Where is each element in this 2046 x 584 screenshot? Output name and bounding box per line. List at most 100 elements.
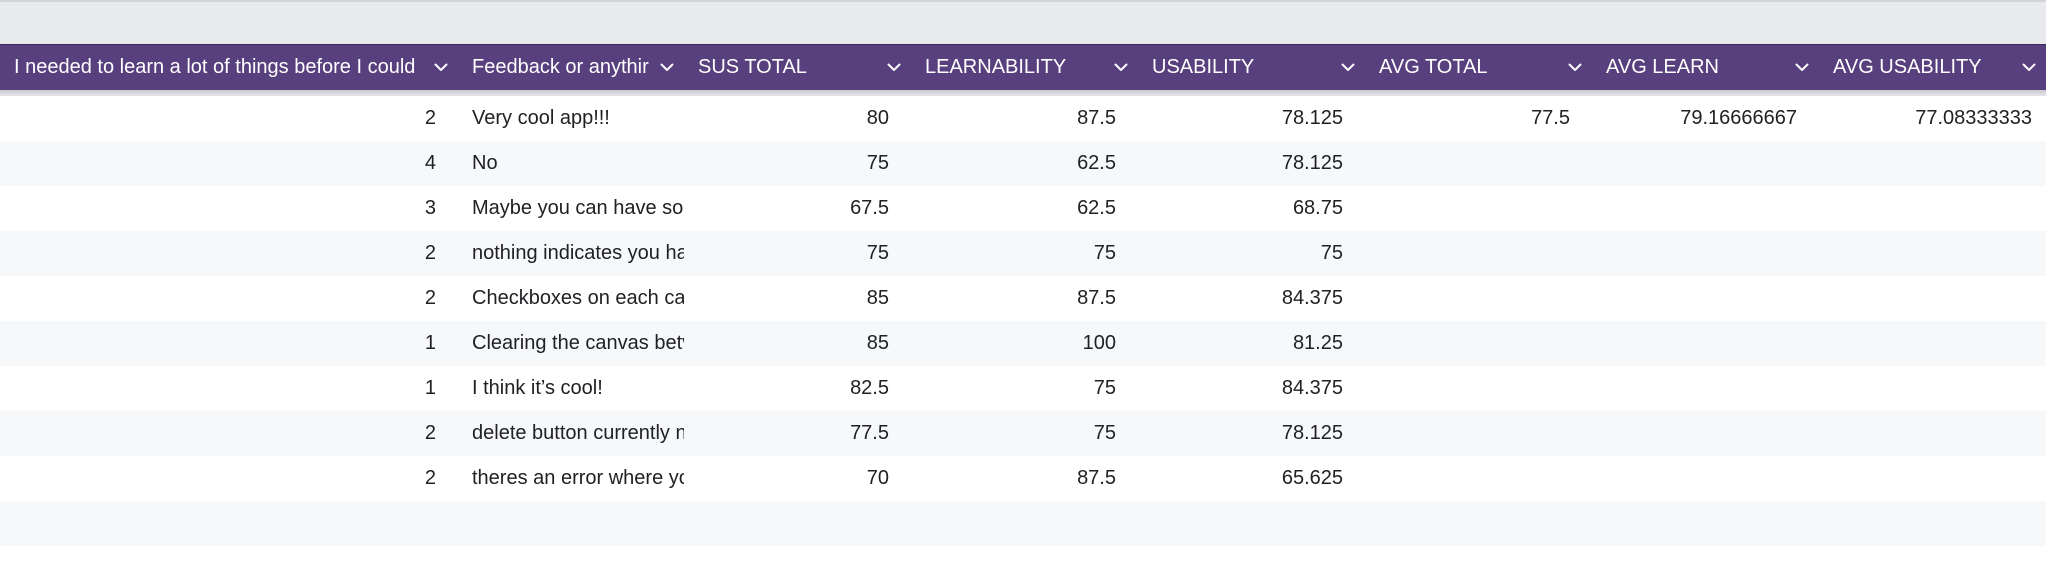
- cell-learn-a-lot[interactable]: 2: [0, 276, 458, 321]
- cell-avg-total[interactable]: [1365, 366, 1592, 411]
- cell-avg-learn[interactable]: [1592, 276, 1819, 321]
- cell-feedback[interactable]: Very cool app!!!: [458, 96, 684, 141]
- cell-sus-total[interactable]: 75: [684, 231, 911, 276]
- cell-learn-a-lot[interactable]: 1: [0, 366, 458, 411]
- column-header-learnability[interactable]: LEARNABILITY: [911, 45, 1138, 90]
- cell-learn-a-lot[interactable]: 2: [0, 456, 458, 501]
- cell-value: Checkboxes on each car: [472, 287, 684, 309]
- cell-learnability[interactable]: 87.5: [911, 456, 1138, 501]
- cell-avg-usability[interactable]: [1819, 411, 2046, 456]
- cell-learnability[interactable]: 100: [911, 321, 1138, 366]
- cell-sus-total[interactable]: 82.5: [684, 366, 911, 411]
- cell-avg-learn[interactable]: [1592, 321, 1819, 366]
- cell-usability[interactable]: 75: [1138, 231, 1365, 276]
- cell-learnability[interactable]: 87.5: [911, 276, 1138, 321]
- cell-feedback[interactable]: Clearing the canvas betv: [458, 321, 684, 366]
- cell-feedback[interactable]: I think it’s cool!: [458, 366, 684, 411]
- cell-learn-a-lot[interactable]: 4: [0, 141, 458, 186]
- cell-sus-total[interactable]: 77.5: [684, 411, 911, 456]
- cell-value: 100: [1082, 332, 1116, 354]
- cell-avg-total[interactable]: [1365, 276, 1592, 321]
- cell-avg-total[interactable]: [1365, 141, 1592, 186]
- cell-learnability[interactable]: 75: [911, 411, 1138, 456]
- cell-avg-usability[interactable]: [1819, 366, 2046, 411]
- cell-feedback[interactable]: delete button currently n: [458, 411, 684, 456]
- cell-avg-learn[interactable]: [1592, 141, 1819, 186]
- cell-avg-usability[interactable]: 77.08333333: [1819, 96, 2046, 141]
- cell-learnability[interactable]: 75: [911, 231, 1138, 276]
- cell-feedback[interactable]: Checkboxes on each car: [458, 276, 684, 321]
- cell-value: 75: [866, 152, 889, 174]
- cell-sus-total[interactable]: 85: [684, 276, 911, 321]
- column-header-sus-total[interactable]: SUS TOTAL: [684, 45, 911, 90]
- cell-avg-usability[interactable]: [1819, 456, 2046, 501]
- chevron-down-icon[interactable]: [2020, 59, 2038, 77]
- cell-usability[interactable]: 84.375: [1138, 366, 1365, 411]
- cell-avg-total[interactable]: [1365, 231, 1592, 276]
- cell-usability[interactable]: 78.125: [1138, 411, 1365, 456]
- chevron-down-icon[interactable]: [1112, 59, 1130, 77]
- cell-sus-total[interactable]: 67.5: [684, 186, 911, 231]
- cell-learn-a-lot[interactable]: 2: [0, 96, 458, 141]
- column-header-avg-learn[interactable]: AVG LEARN: [1592, 45, 1819, 90]
- cell-learnability[interactable]: 62.5: [911, 141, 1138, 186]
- cell-usability[interactable]: 84.375: [1138, 276, 1365, 321]
- cell-sus-total[interactable]: 80: [684, 96, 911, 141]
- cell-usability[interactable]: 78.125: [1138, 96, 1365, 141]
- empty-row: [0, 501, 2046, 546]
- cell-learn-a-lot[interactable]: 2: [0, 231, 458, 276]
- cell-sus-total[interactable]: 75: [684, 141, 911, 186]
- cell-value: delete button currently n: [472, 422, 684, 444]
- cell-value: 62.5: [1077, 152, 1116, 174]
- cell-avg-total[interactable]: [1365, 456, 1592, 501]
- cell-avg-usability[interactable]: [1819, 231, 2046, 276]
- header-divider: [0, 90, 2046, 96]
- cell-usability[interactable]: 68.75: [1138, 186, 1365, 231]
- cell-avg-total[interactable]: 77.5: [1365, 96, 1592, 141]
- cell-learnability[interactable]: 87.5: [911, 96, 1138, 141]
- cell-feedback[interactable]: nothing indicates you ha: [458, 231, 684, 276]
- cell-avg-learn[interactable]: [1592, 411, 1819, 456]
- chevron-down-icon[interactable]: [1566, 59, 1584, 77]
- cell-value: 68.75: [1292, 197, 1343, 219]
- cell-learn-a-lot[interactable]: 3: [0, 186, 458, 231]
- chevron-down-icon[interactable]: [885, 59, 903, 77]
- cell-learn-a-lot[interactable]: 2: [0, 411, 458, 456]
- chevron-down-icon[interactable]: [658, 59, 676, 77]
- cell-avg-total[interactable]: [1365, 186, 1592, 231]
- column-header-avg-total[interactable]: AVG TOTAL: [1365, 45, 1592, 90]
- cell-avg-learn[interactable]: [1592, 186, 1819, 231]
- cell-usability[interactable]: 78.125: [1138, 141, 1365, 186]
- column-header-learn-a-lot[interactable]: I needed to learn a lot of things before…: [0, 45, 458, 90]
- cell-avg-learn[interactable]: [1592, 366, 1819, 411]
- cell-learn-a-lot[interactable]: 1: [0, 321, 458, 366]
- cell-sus-total[interactable]: 70: [684, 456, 911, 501]
- cell-avg-total[interactable]: [1365, 321, 1592, 366]
- column-header-label: USABILITY: [1152, 56, 1255, 78]
- cell-sus-total[interactable]: 85: [684, 321, 911, 366]
- chevron-down-icon[interactable]: [1793, 59, 1811, 77]
- cell-learnability[interactable]: 62.5: [911, 186, 1138, 231]
- cell-avg-learn[interactable]: [1592, 456, 1819, 501]
- column-header-avg-usability[interactable]: AVG USABILITY: [1819, 45, 2046, 90]
- chevron-down-icon[interactable]: [1339, 59, 1357, 77]
- column-header-usability[interactable]: USABILITY: [1138, 45, 1365, 90]
- cell-usability[interactable]: 81.25: [1138, 321, 1365, 366]
- column-header-feedback[interactable]: Feedback or anythir: [458, 45, 684, 90]
- cell-avg-usability[interactable]: [1819, 186, 2046, 231]
- cell-avg-usability[interactable]: [1819, 321, 2046, 366]
- cell-feedback[interactable]: theres an error where yo: [458, 456, 684, 501]
- cell-avg-learn[interactable]: [1592, 231, 1819, 276]
- cell-avg-usability[interactable]: [1819, 276, 2046, 321]
- cell-feedback[interactable]: Maybe you can have sor: [458, 186, 684, 231]
- cell-value: 77.5: [850, 422, 889, 444]
- column-header-label: I needed to learn a lot of things before…: [14, 56, 416, 78]
- cell-feedback[interactable]: No: [458, 141, 684, 186]
- table-body: 2 Very cool app!!! 80 87.5 78.125 77.5 79.1666…: [0, 96, 2046, 584]
- cell-avg-total[interactable]: [1365, 411, 1592, 456]
- cell-avg-learn[interactable]: 79.16666667: [1592, 96, 1819, 141]
- cell-avg-usability[interactable]: [1819, 141, 2046, 186]
- cell-learnability[interactable]: 75: [911, 366, 1138, 411]
- chevron-down-icon[interactable]: [432, 59, 450, 77]
- cell-usability[interactable]: 65.625: [1138, 456, 1365, 501]
